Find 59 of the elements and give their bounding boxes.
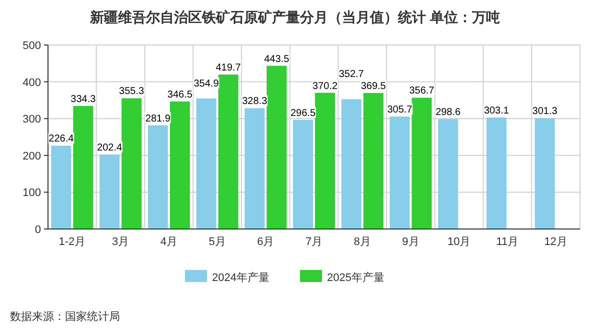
y-tick-label: 200 — [22, 150, 41, 162]
data-label: 355.3 — [119, 86, 144, 98]
bar — [100, 154, 120, 229]
data-label: 226.4 — [48, 134, 74, 145]
x-tick-label: 12月 — [544, 236, 568, 248]
x-tick-label: 10月 — [447, 236, 471, 248]
data-label: 298.6 — [436, 107, 462, 118]
x-tick-label: 8月 — [354, 236, 371, 248]
bar — [73, 106, 94, 229]
data-label: 346.5 — [167, 89, 193, 100]
data-label: 419.7 — [216, 62, 242, 74]
data-label: 352.7 — [338, 69, 364, 80]
legend-label: 2025年产量 — [327, 271, 384, 284]
source-note: 数据来源：国家统计局 — [10, 310, 120, 323]
x-tick-label: 3月 — [112, 236, 130, 248]
data-label: 369.5 — [360, 81, 386, 92]
x-tick-label: 4月 — [160, 236, 178, 248]
x-tick-label: 9月 — [402, 236, 420, 248]
x-tick-label: 6月 — [257, 236, 274, 248]
bar — [363, 93, 384, 229]
bar — [315, 92, 335, 229]
bar — [412, 98, 432, 229]
bar — [218, 74, 238, 229]
data-label: 305.7 — [387, 104, 413, 116]
bar — [122, 98, 142, 229]
data-label: 296.5 — [290, 108, 316, 119]
data-label: 281.9 — [145, 113, 171, 124]
bar — [390, 116, 410, 229]
bar — [148, 125, 168, 229]
x-tick-label: 11月 — [496, 236, 519, 248]
data-label: 202.4 — [97, 142, 122, 154]
bar — [341, 99, 362, 229]
bar — [196, 98, 216, 229]
data-label: 301.3 — [532, 106, 558, 118]
x-tick-label: 7月 — [305, 236, 323, 248]
chart-title: 新疆维吾尔自治区铁矿石原矿产量分月（当月值）统计 单位：万吨 — [89, 9, 500, 25]
data-label: 356.7 — [409, 86, 435, 97]
data-label: 328.3 — [242, 96, 268, 108]
y-tick-label: 100 — [22, 187, 41, 200]
legend-label: 2024年产量 — [212, 271, 270, 284]
data-label: 334.3 — [70, 94, 96, 105]
y-tick-label: 0 — [34, 224, 41, 236]
data-label: 443.5 — [264, 54, 290, 65]
x-tick-label: 1-2月 — [58, 236, 86, 248]
y-tick-label: 300 — [22, 114, 41, 126]
y-tick-label: 400 — [22, 76, 41, 89]
bar — [438, 119, 458, 229]
bar — [293, 120, 313, 229]
data-label: 370.2 — [312, 80, 338, 92]
bar — [534, 118, 555, 229]
x-tick-label: 5月 — [208, 236, 226, 248]
bar — [266, 66, 287, 229]
bar — [244, 108, 265, 229]
bar — [51, 146, 72, 229]
y-tick-label: 500 — [22, 40, 41, 52]
bar — [170, 101, 190, 229]
data-label: 354.9 — [194, 78, 220, 90]
data-label: 303.1 — [484, 105, 510, 116]
bar — [486, 117, 506, 229]
